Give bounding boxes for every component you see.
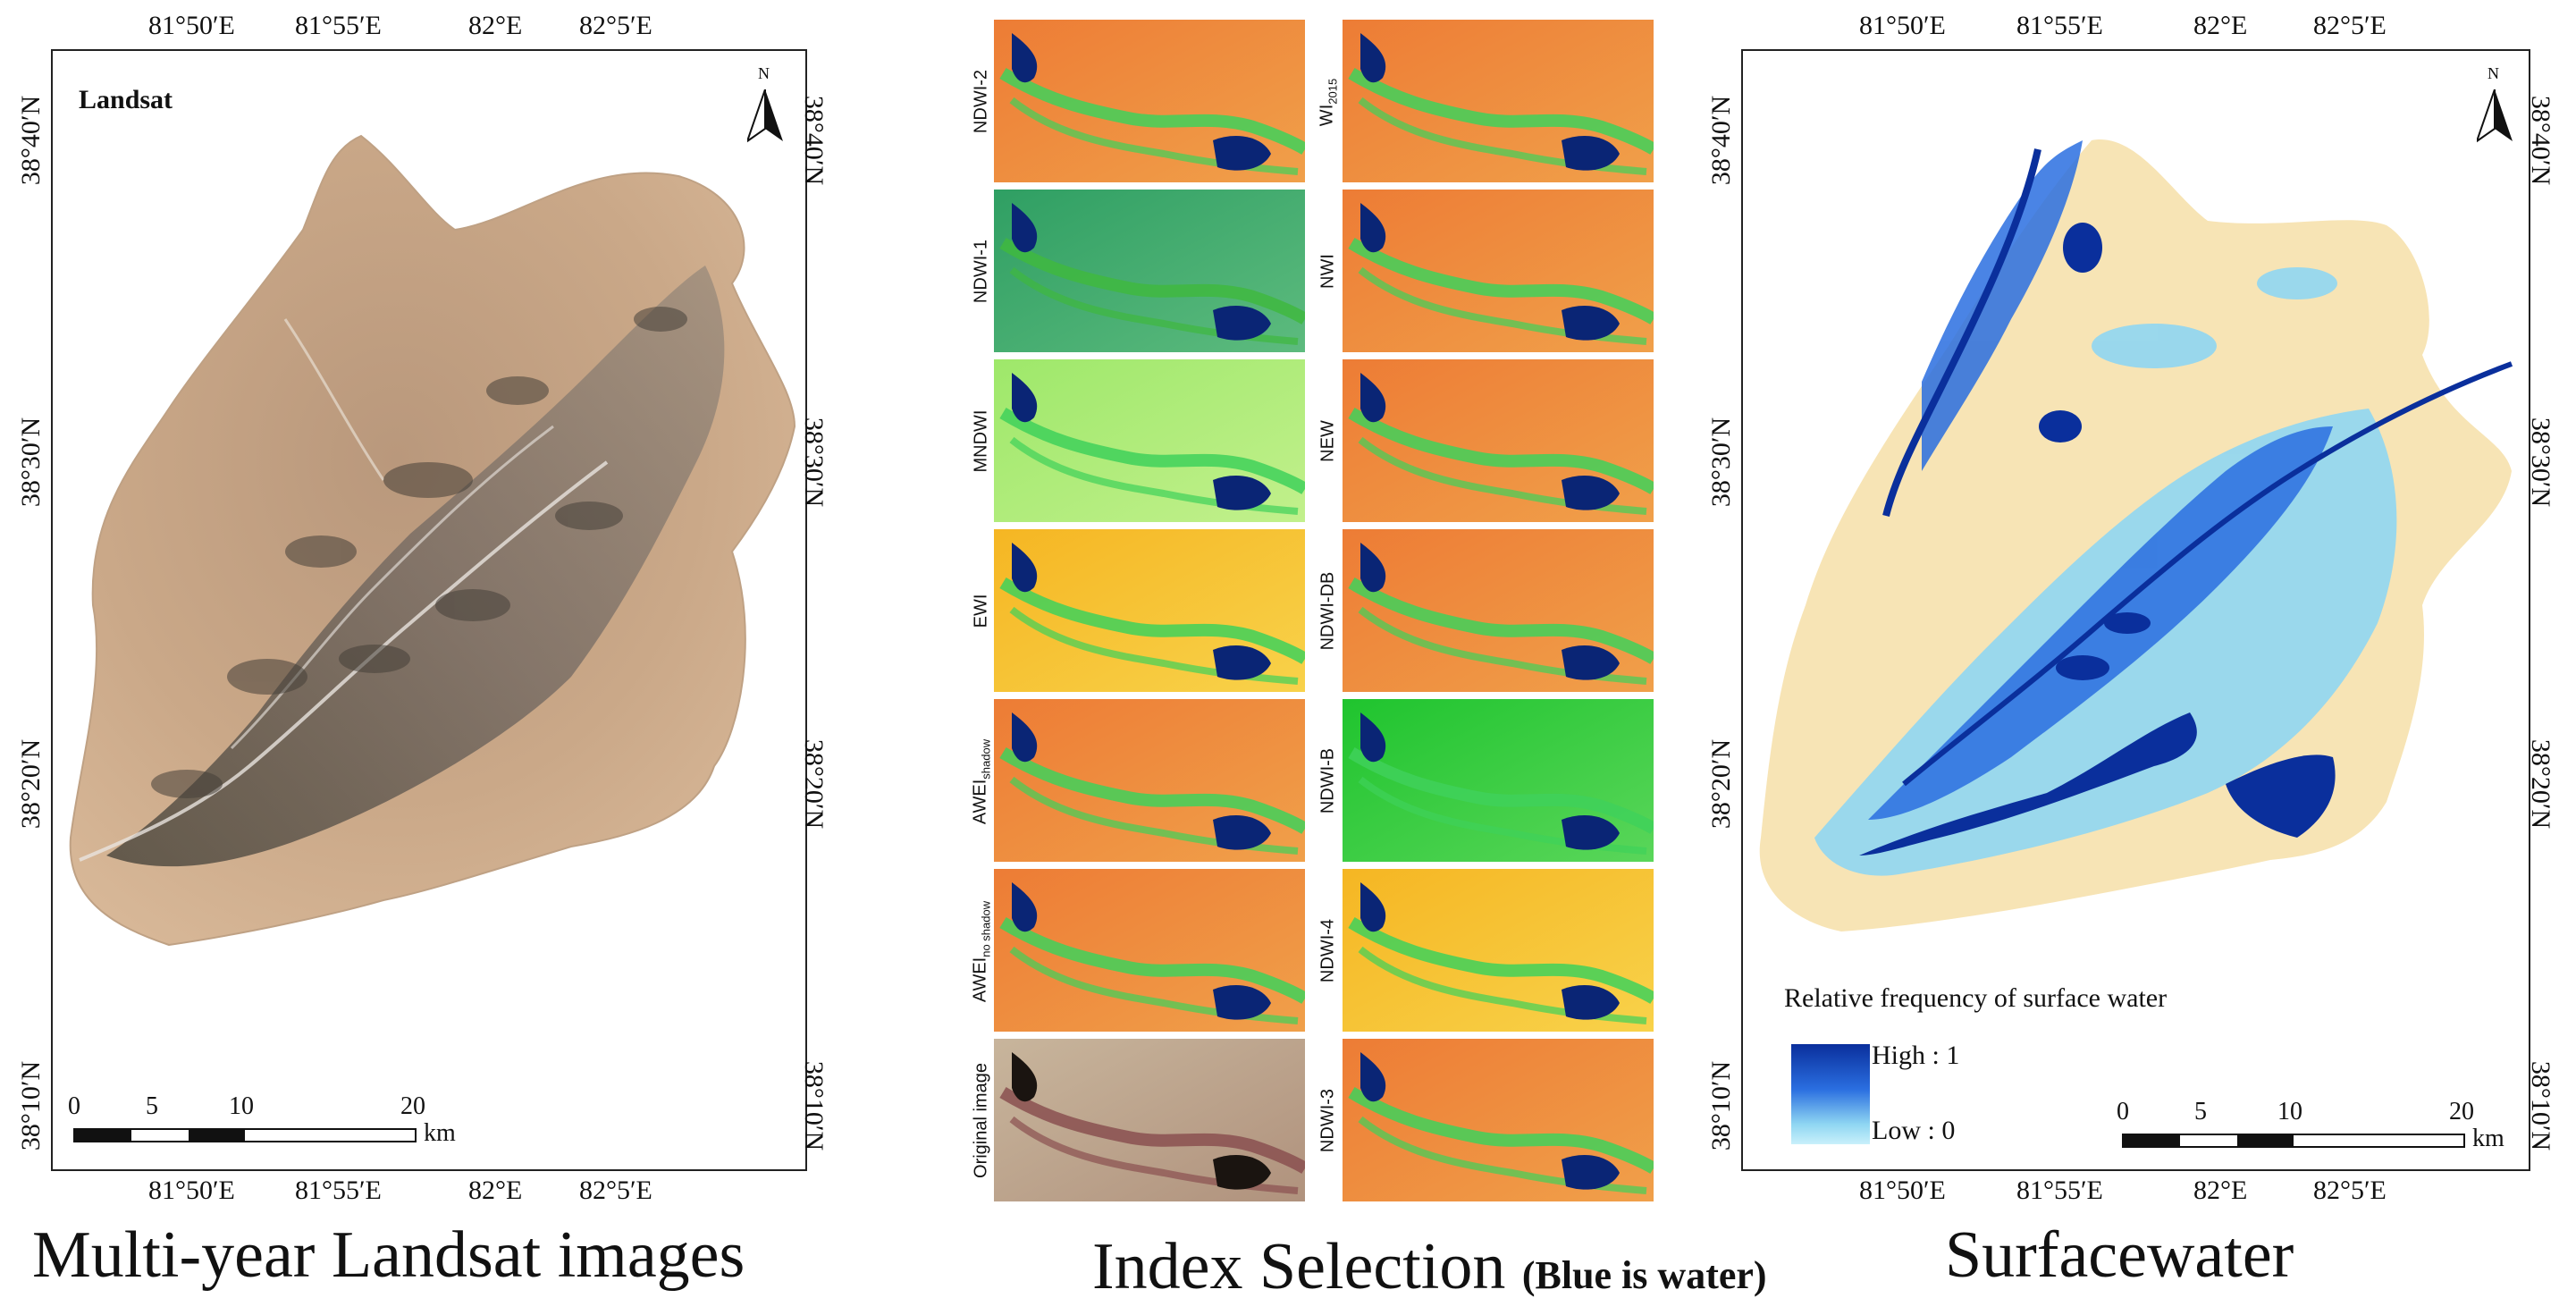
caption-index-note: (Blue is water) bbox=[1521, 1253, 1767, 1297]
lon-tick-bottom-2: 81°55′E bbox=[2016, 1176, 2103, 1205]
landsat-image bbox=[69, 134, 796, 947]
lon-tick-top-3: 82°E bbox=[468, 11, 523, 40]
index-panel-label: NDWI-DB bbox=[1317, 571, 1338, 651]
index-panel bbox=[994, 1039, 1305, 1201]
caption-surface-water: Surfacewater bbox=[1945, 1218, 2294, 1292]
lon-tick-bottom-1: 81°50′E bbox=[1859, 1176, 1946, 1205]
index-panel-label: MNDWI bbox=[971, 409, 991, 473]
lat-tick-left-3: 38°20′N bbox=[16, 738, 46, 830]
scale-tick-0-left: 0 bbox=[68, 1092, 80, 1120]
legend-high-label: High : 1 bbox=[1872, 1041, 1960, 1070]
index-panel-label: NWI bbox=[1317, 254, 1338, 289]
index-panel-label: AWEIno shadow bbox=[970, 900, 993, 1003]
index-panel bbox=[994, 699, 1305, 862]
lat-tick-right-1: 38°40′N bbox=[2526, 95, 2556, 186]
index-panel-label: EWI bbox=[971, 594, 991, 628]
index-panel-label: NEW bbox=[1317, 420, 1338, 462]
lat-tick-right-3: 38°20′N bbox=[2526, 738, 2556, 830]
north-label-left: N bbox=[758, 64, 770, 82]
lat-tick-left-1: 38°40′N bbox=[16, 95, 46, 186]
caption-index-selection: Index Selection (Blue is water) bbox=[1092, 1229, 1767, 1305]
landsat-map-frame bbox=[51, 49, 807, 1171]
index-panel bbox=[994, 20, 1305, 182]
lat-tick-left-2: 38°30′N bbox=[16, 417, 46, 508]
scale-tick-0-right: 0 bbox=[2117, 1098, 2129, 1125]
legend-title: Relative frequency of surface water bbox=[1784, 983, 2168, 1013]
scale-unit-right: km bbox=[2472, 1125, 2504, 1152]
scale-tick-10-right: 10 bbox=[2277, 1098, 2302, 1125]
index-panel bbox=[1343, 190, 1654, 352]
scale-unit-left: km bbox=[424, 1119, 456, 1147]
lon-tick-bottom-3: 82°E bbox=[2193, 1176, 2248, 1205]
north-label-right: N bbox=[2488, 64, 2499, 82]
scale-bar-right bbox=[2122, 1134, 2465, 1148]
lat-tick-right-2: 38°30′N bbox=[2526, 417, 2556, 508]
lon-tick-top-2: 81°55′E bbox=[295, 11, 382, 40]
index-panel-label: NDWI-B bbox=[1317, 747, 1338, 814]
index-panel-label: NDWI-4 bbox=[1317, 918, 1338, 983]
lon-tick-bottom-4: 82°5′E bbox=[2313, 1176, 2387, 1205]
index-panel-label: NDWI-1 bbox=[971, 239, 991, 304]
lat-tick-left-2: 38°30′N bbox=[1706, 417, 1737, 508]
index-panel-label: AWEIshadow bbox=[970, 738, 993, 825]
scale-bar-left bbox=[73, 1128, 417, 1142]
caption-index-selection-text: Index Selection bbox=[1092, 1230, 1506, 1303]
legend-low-label: Low : 0 bbox=[1872, 1116, 1956, 1145]
lat-tick-left-4: 38°10′N bbox=[16, 1060, 46, 1151]
landsat-map-title: Landsat bbox=[79, 85, 173, 114]
lat-tick-right-4: 38°10′N bbox=[799, 1060, 829, 1151]
index-panel bbox=[1343, 869, 1654, 1032]
scale-tick-20-left: 20 bbox=[400, 1092, 425, 1120]
lon-tick-top-4: 82°5′E bbox=[579, 11, 652, 40]
lat-tick-right-2: 38°30′N bbox=[799, 417, 829, 508]
index-panel-label: WI2015 bbox=[1317, 78, 1340, 127]
index-panel bbox=[1343, 359, 1654, 522]
lat-tick-right-4: 38°10′N bbox=[2526, 1060, 2556, 1151]
scale-tick-20-right: 20 bbox=[2449, 1098, 2474, 1125]
index-panel bbox=[1343, 1039, 1654, 1201]
scale-tick-5-left: 5 bbox=[146, 1092, 158, 1120]
index-panel bbox=[1343, 20, 1654, 182]
lon-tick-top-3: 82°E bbox=[2193, 11, 2248, 40]
caption-landsat: Multi-year Landsat images bbox=[32, 1218, 745, 1292]
lon-tick-bottom-2: 81°55′E bbox=[295, 1176, 382, 1205]
scale-tick-5-right: 5 bbox=[2194, 1098, 2207, 1125]
north-arrow-icon bbox=[2477, 89, 2513, 143]
lon-tick-top-2: 81°55′E bbox=[2016, 11, 2103, 40]
index-panel bbox=[994, 359, 1305, 522]
lat-tick-left-4: 38°10′N bbox=[1706, 1060, 1737, 1151]
lon-tick-top-1: 81°50′E bbox=[148, 11, 235, 40]
surface-water-image bbox=[1759, 139, 2513, 931]
index-panel-label: Original image bbox=[971, 1063, 991, 1178]
lat-tick-right-1: 38°40′N bbox=[799, 95, 829, 186]
index-panel bbox=[1343, 699, 1654, 862]
index-panel-label: NDWI-2 bbox=[971, 69, 991, 134]
lon-tick-top-4: 82°5′E bbox=[2313, 11, 2387, 40]
lon-tick-bottom-1: 81°50′E bbox=[148, 1176, 235, 1205]
lon-tick-bottom-4: 82°5′E bbox=[579, 1176, 652, 1205]
lat-tick-right-3: 38°20′N bbox=[799, 738, 829, 830]
lon-tick-bottom-3: 82°E bbox=[468, 1176, 523, 1205]
index-panel-label: NDWI-3 bbox=[1317, 1088, 1338, 1153]
index-panel bbox=[994, 190, 1305, 352]
legend-color-ramp bbox=[1791, 1044, 1870, 1144]
lat-tick-left-3: 38°20′N bbox=[1706, 738, 1737, 830]
index-panel bbox=[994, 529, 1305, 692]
lat-tick-left-1: 38°40′N bbox=[1706, 95, 1737, 186]
surface-water-map-frame bbox=[1741, 49, 2530, 1171]
scale-tick-10-left: 10 bbox=[229, 1092, 254, 1120]
index-panel bbox=[994, 869, 1305, 1032]
north-arrow-icon bbox=[747, 89, 783, 143]
index-panel bbox=[1343, 529, 1654, 692]
lon-tick-top-1: 81°50′E bbox=[1859, 11, 1946, 40]
